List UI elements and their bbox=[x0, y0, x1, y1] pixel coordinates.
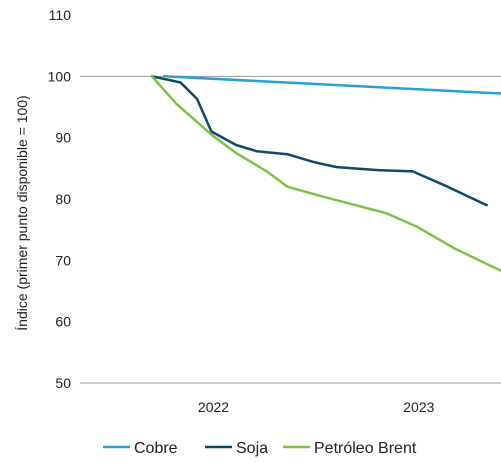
x-tick-label: 2022 bbox=[198, 399, 229, 415]
series-line-cobre bbox=[162, 75, 501, 95]
data-point bbox=[452, 246, 456, 250]
data-point bbox=[384, 211, 388, 215]
data-point bbox=[335, 165, 339, 169]
legend-label: Cobre bbox=[134, 440, 178, 457]
data-point bbox=[234, 151, 238, 155]
series-soja bbox=[150, 75, 489, 207]
data-point bbox=[255, 149, 259, 153]
legend-item-soja: Soja bbox=[205, 440, 268, 457]
y-tick-label: 90 bbox=[55, 130, 71, 146]
series-petr-leo-brent bbox=[150, 74, 501, 273]
y-axis-title: Índice (primer punto disponible = 100) bbox=[14, 95, 30, 330]
legend-label: Soja bbox=[236, 440, 268, 457]
data-point bbox=[265, 169, 269, 173]
data-point bbox=[234, 143, 238, 147]
legend: Cobre Soja Petróleo Brent bbox=[103, 440, 417, 457]
data-point bbox=[353, 203, 357, 207]
data-point bbox=[446, 185, 450, 189]
data-point bbox=[378, 168, 382, 172]
y-tick-label: 110 bbox=[49, 7, 72, 23]
data-point bbox=[175, 102, 179, 106]
data-point bbox=[312, 160, 316, 164]
data-point bbox=[150, 74, 154, 78]
x-axis-ticks: 2022 2023 bbox=[198, 399, 435, 415]
y-tick-label: 50 bbox=[55, 375, 71, 391]
series-line-petr-leo-brent bbox=[150, 75, 501, 273]
data-point bbox=[209, 133, 213, 137]
data-point bbox=[195, 97, 199, 101]
x-tick-label: 2023 bbox=[403, 399, 434, 415]
legend-item-cobre: Cobre bbox=[103, 440, 178, 457]
data-point bbox=[415, 225, 419, 229]
y-tick-label: 100 bbox=[48, 68, 72, 84]
y-tick-label: 80 bbox=[55, 191, 71, 207]
y-tick-label: 60 bbox=[55, 314, 71, 330]
data-point bbox=[285, 152, 289, 156]
grid-lines bbox=[80, 75, 501, 384]
series-cobre bbox=[162, 75, 501, 95]
legend-label: Petróleo Brent bbox=[314, 440, 417, 457]
data-point bbox=[285, 185, 289, 189]
data-point bbox=[485, 203, 489, 207]
series-lines bbox=[150, 74, 501, 273]
data-point bbox=[411, 169, 415, 173]
y-axis-ticks: 50 60 70 80 90 100 110 bbox=[48, 7, 72, 391]
y-tick-label: 70 bbox=[55, 252, 71, 268]
series-line-soja bbox=[150, 75, 488, 207]
data-point bbox=[318, 194, 322, 198]
data-point bbox=[179, 80, 183, 84]
legend-item-petr-leo-brent: Petróleo Brent bbox=[283, 440, 417, 457]
